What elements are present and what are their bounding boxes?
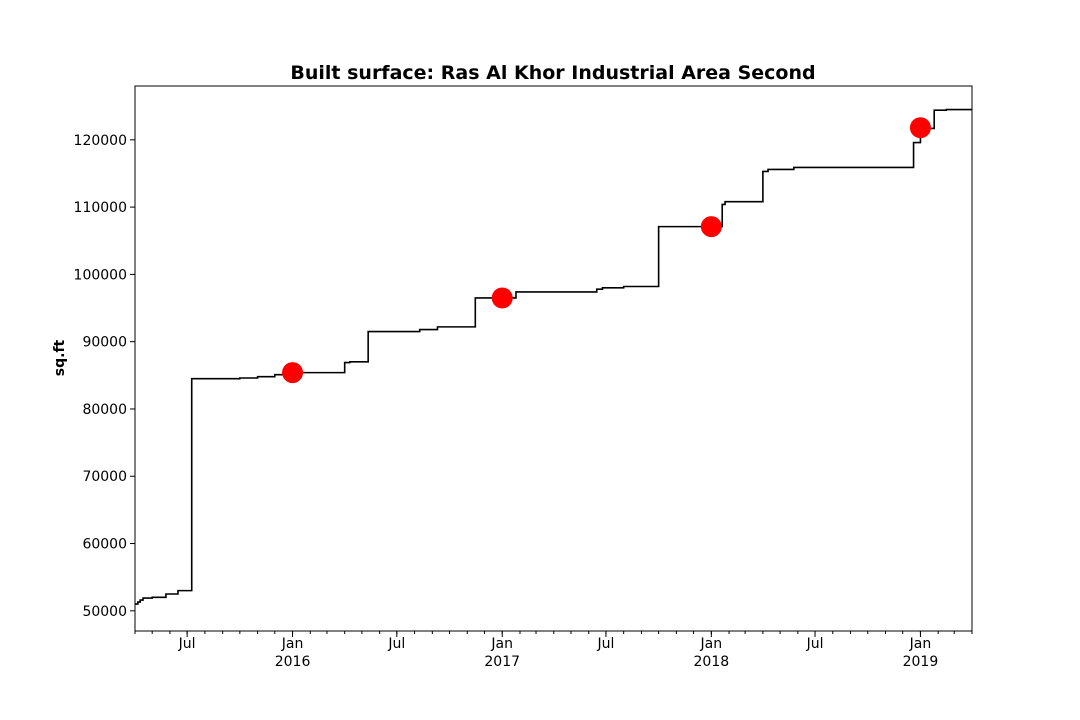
x-tick-label: Jul — [178, 636, 196, 652]
y-tick-label: 100000 — [74, 267, 127, 283]
y-tick-label: 70000 — [82, 469, 127, 485]
y-tick-label: 90000 — [82, 335, 127, 351]
x-tick-label: Jan — [700, 636, 723, 652]
x-tick-year-label: 2019 — [903, 654, 939, 670]
annual-marker — [282, 362, 304, 384]
annual-marker — [909, 117, 931, 139]
x-tick-year-label: 2016 — [275, 654, 311, 670]
y-axis-label: sq.ft — [52, 339, 68, 376]
y-tick-label: 50000 — [82, 604, 127, 620]
plot-area: 50000 60000 70000 80000 90000 100000 110000 120… — [74, 85, 973, 670]
y-tick-label: 80000 — [82, 402, 127, 418]
x-tick-year-label: 2018 — [694, 654, 730, 670]
x-tick-label: Jan — [490, 636, 513, 652]
x-tick-label: Jul — [387, 636, 405, 652]
x-tick-label: Jan — [909, 636, 932, 652]
chart-title: Built surface: Ras Al Khor Industrial Ar… — [290, 62, 815, 84]
annual-marker — [700, 216, 722, 238]
y-tick-label: 120000 — [74, 133, 127, 149]
x-tick-label: Jan — [281, 636, 304, 652]
x-tick-year-label: 2017 — [484, 654, 520, 670]
annual-marker — [491, 287, 513, 309]
x-tick-label: Jul — [596, 636, 614, 652]
y-tick-label: 60000 — [82, 537, 127, 553]
x-tick-label: Jul — [806, 636, 824, 652]
built-surface-line — [135, 108, 972, 605]
y-tick-label: 110000 — [74, 200, 127, 216]
